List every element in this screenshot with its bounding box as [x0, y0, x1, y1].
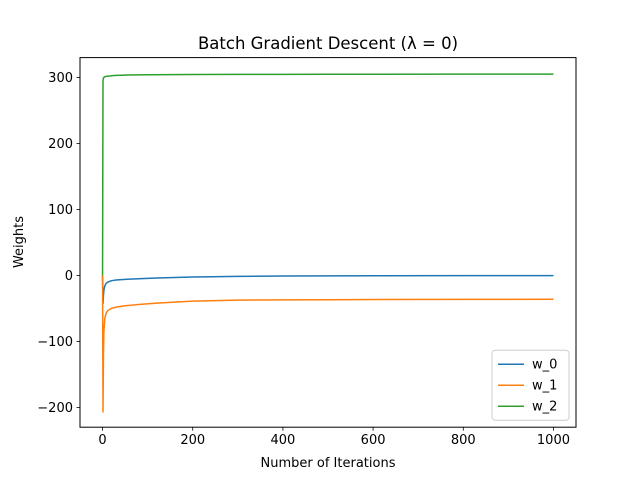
- y-tick-label: 100: [48, 203, 73, 218]
- y-axis-label: Weights: [12, 216, 27, 268]
- x-tick-label: 800: [451, 433, 476, 448]
- series-line-w0: [101, 274, 554, 305]
- legend: w_0 w_1 w_2: [491, 349, 570, 421]
- y-tick-label: 200: [48, 137, 73, 152]
- x-tick-label: 200: [180, 433, 205, 448]
- legend-box: [491, 349, 570, 421]
- y-tick-label: −200: [37, 401, 73, 416]
- x-tick-label: 400: [270, 433, 295, 448]
- y-tick-label: 300: [48, 71, 73, 86]
- y-tick-label: −100: [37, 335, 73, 350]
- legend-label-w0: w_0: [532, 358, 557, 373]
- series-line-w1: [101, 275, 554, 413]
- chart-title: Batch Gradient Descent (λ = 0): [198, 34, 458, 53]
- plot-frame: [79, 57, 577, 428]
- x-tick-label: 0: [98, 433, 106, 448]
- x-axis-label: Number of Iterations: [261, 456, 396, 471]
- legend-label-w1: w_1: [532, 379, 557, 394]
- x-tick-label: 600: [361, 433, 386, 448]
- legend-label-w2: w_2: [532, 400, 557, 415]
- x-tick-label: 1000: [537, 433, 570, 448]
- series-line-w2: [101, 73, 554, 276]
- y-tick-label: 0: [65, 269, 73, 284]
